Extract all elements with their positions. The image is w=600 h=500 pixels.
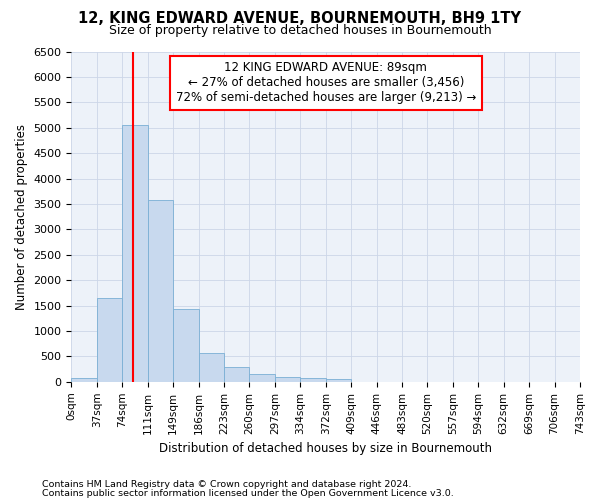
Bar [173, 310, 199, 382]
X-axis label: Distribution of detached houses by size in Bournemouth: Distribution of detached houses by size … [159, 442, 492, 455]
Bar [97, 298, 122, 382]
Text: 12 KING EDWARD AVENUE: 89sqm
← 27% of detached houses are smaller (3,456)
72% of: 12 KING EDWARD AVENUE: 89sqm ← 27% of de… [176, 62, 476, 104]
Text: Contains public sector information licensed under the Open Government Licence v3: Contains public sector information licen… [42, 489, 454, 498]
Bar [71, 378, 97, 382]
Bar [250, 374, 275, 382]
Text: Contains HM Land Registry data © Crown copyright and database right 2024.: Contains HM Land Registry data © Crown c… [42, 480, 412, 489]
Bar [224, 366, 250, 382]
Text: Size of property relative to detached houses in Bournemouth: Size of property relative to detached ho… [109, 24, 491, 37]
Bar [300, 378, 326, 382]
Bar [326, 380, 351, 382]
Bar [122, 125, 148, 382]
Y-axis label: Number of detached properties: Number of detached properties [15, 124, 28, 310]
Bar [199, 352, 224, 382]
Bar [275, 376, 300, 382]
Text: 12, KING EDWARD AVENUE, BOURNEMOUTH, BH9 1TY: 12, KING EDWARD AVENUE, BOURNEMOUTH, BH9… [79, 11, 521, 26]
Bar [148, 200, 173, 382]
